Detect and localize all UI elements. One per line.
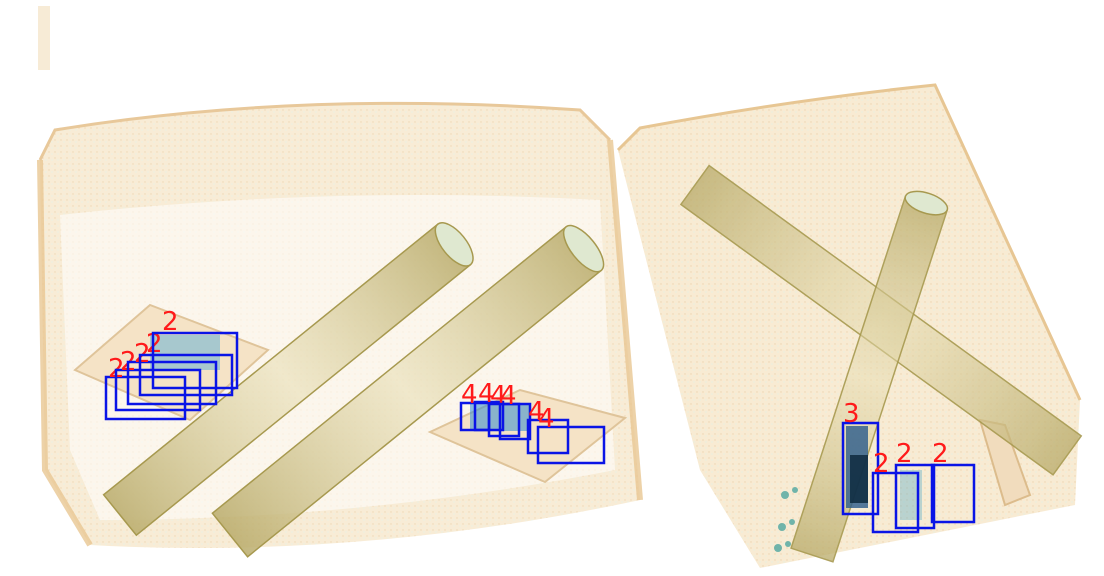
detection-label: 2 (146, 329, 163, 359)
detection-box (526, 418, 570, 455)
detection-box (894, 463, 936, 530)
detection-box (841, 421, 880, 516)
detection-label: 2 (873, 449, 890, 479)
right-container (616, 83, 1083, 568)
detection-label: 2 (896, 439, 913, 469)
detection-box (104, 375, 187, 421)
detection-label: 4 (478, 379, 495, 409)
detection-label: 3 (843, 399, 860, 429)
left-container (37, 101, 643, 558)
detection-box (138, 353, 234, 397)
detection-label: 4 (538, 404, 555, 434)
detection-label: 2 (162, 307, 179, 337)
tube-4 (790, 190, 949, 563)
detection-box (126, 360, 218, 406)
scan-artifact-strip (38, 6, 50, 70)
detection-label: 4 (528, 397, 545, 427)
detection-box (536, 425, 606, 465)
detection-box (114, 368, 202, 412)
detection-label: 2 (932, 439, 949, 469)
detection-label: 4 (461, 380, 478, 410)
detection-box (498, 402, 532, 441)
detection-box (930, 463, 976, 524)
detection-label: 4 (500, 381, 517, 411)
tube-1 (102, 222, 474, 537)
detection-box (151, 331, 239, 390)
tube-2 (211, 224, 605, 558)
